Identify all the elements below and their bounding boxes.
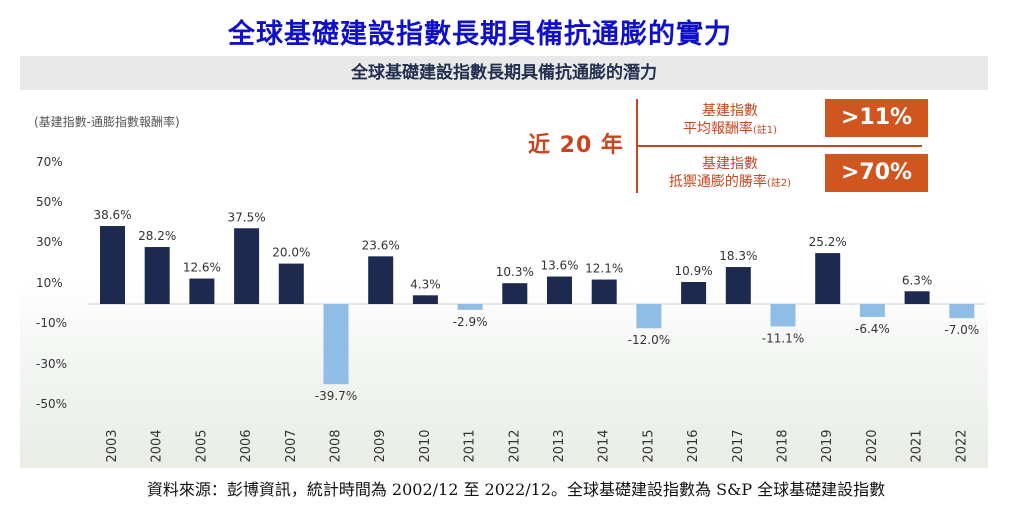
bar-2009 — [368, 256, 394, 304]
data-label-2013: 13.6% — [540, 259, 578, 273]
bar-2004 — [144, 247, 170, 304]
x-tick-label-2011: 2011 — [463, 429, 478, 462]
x-tick-label-2010: 2010 — [418, 429, 433, 462]
data-label-2012: 10.3% — [496, 265, 534, 279]
note1-mark: (註1) — [752, 125, 778, 136]
note2-line2: 抵禦通膨的勝率(註2) — [645, 173, 815, 193]
data-label-2008: -39.7% — [315, 389, 357, 403]
bar-2011 — [457, 304, 483, 310]
bar-2018 — [770, 304, 796, 327]
y-tick-label: 70% — [36, 154, 63, 169]
callout-note-win-rate: 基建指數 抵禦通膨的勝率(註2) — [645, 155, 815, 193]
data-label-2004: 28.2% — [138, 229, 176, 243]
x-tick-label-2013: 2013 — [552, 429, 567, 462]
x-tick-label-2019: 2019 — [820, 429, 835, 462]
x-tick-label-2017: 2017 — [731, 429, 746, 462]
data-label-2018: -11.1% — [762, 331, 804, 345]
bar-2008 — [323, 304, 349, 385]
chart-subtitle: 全球基礎建設指數長期具備抗通膨的潛力 — [351, 63, 657, 83]
data-label-2016: 10.9% — [675, 264, 713, 278]
data-label-2015: -12.0% — [628, 333, 670, 347]
data-label-2009: 23.6% — [362, 238, 400, 252]
y-tick-label: -50% — [36, 397, 68, 411]
callout-note-average-return: 基建指數 平均報酬率(註1) — [645, 102, 815, 140]
bar-2012 — [502, 283, 528, 304]
x-tick-label-2014: 2014 — [597, 429, 612, 462]
y-tick-label: 30% — [36, 235, 63, 250]
x-tick-label-2004: 2004 — [150, 429, 165, 462]
y-tick-label: 10% — [36, 275, 63, 290]
note2-text: 抵禦通膨的勝率 — [668, 174, 767, 190]
note1-line2: 平均報酬率(註1) — [645, 120, 815, 140]
bar-2006 — [234, 228, 260, 304]
bar-2007 — [278, 263, 304, 304]
note2-line1: 基建指數 — [702, 156, 758, 172]
callout-period: 近 20 年 — [528, 133, 624, 158]
bar-2022 — [949, 304, 975, 319]
bar-2015 — [636, 304, 662, 329]
data-label-2014: 12.1% — [585, 262, 623, 276]
x-tick-label-2016: 2016 — [686, 429, 701, 462]
y-tick-label: -10% — [36, 316, 68, 331]
bar-2005 — [189, 278, 215, 304]
x-tick-label-2021: 2021 — [910, 429, 925, 462]
note1-line1: 基建指數 — [702, 103, 758, 119]
data-label-2007: 20.0% — [272, 246, 310, 260]
data-label-2011: -2.9% — [453, 315, 488, 329]
average-return-badge: >11% — [825, 99, 928, 137]
bar-2013 — [547, 276, 572, 304]
x-tick-label-2018: 2018 — [776, 429, 791, 462]
y-axis-label: (基建指數-通膨指數報酬率) — [34, 115, 180, 129]
x-tick-label-2008: 2008 — [329, 429, 344, 462]
x-tick-label-2006: 2006 — [239, 429, 254, 462]
data-label-2005: 12.6% — [183, 261, 221, 275]
data-label-2017: 18.3% — [719, 249, 757, 263]
x-tick-label-2012: 2012 — [507, 429, 522, 462]
y-tick-label: -30% — [36, 356, 68, 371]
data-label-2019: 25.2% — [809, 235, 847, 249]
note1-text: 平均報酬率 — [682, 121, 753, 137]
data-label-2022: -7.0% — [944, 323, 979, 337]
y-tick-label: 50% — [36, 195, 63, 209]
bar-2019 — [815, 253, 841, 304]
bar-2021 — [904, 291, 930, 304]
data-label-2021: 6.3% — [902, 273, 933, 287]
x-tick-label-2007: 2007 — [284, 429, 299, 462]
bar-2010 — [412, 295, 438, 304]
bar-2020 — [859, 304, 885, 317]
win-rate-badge: >70% — [825, 154, 928, 192]
subtitle-bar — [20, 56, 988, 90]
bar-2014 — [591, 279, 617, 304]
main-title: 全球基礎建設指數長期具備抗通膨的實力 — [228, 19, 732, 50]
note2-mark: (註2) — [766, 178, 792, 189]
bar-2016 — [681, 281, 707, 304]
x-tick-label-2005: 2005 — [194, 429, 209, 462]
x-tick-label-2022: 2022 — [954, 429, 969, 462]
x-tick-label-2003: 2003 — [105, 429, 120, 462]
x-tick-label-2015: 2015 — [641, 429, 656, 462]
bar-2003 — [100, 226, 125, 304]
x-tick-label-2009: 2009 — [373, 429, 388, 462]
x-tick-label-2020: 2020 — [865, 429, 880, 462]
data-label-2006: 37.5% — [228, 210, 266, 224]
callout-divider-horizontal — [636, 145, 922, 147]
bar-2017 — [725, 267, 751, 304]
data-label-2003: 38.6% — [93, 208, 131, 222]
data-label-2010: 4.3% — [410, 277, 441, 291]
data-label-2020: -6.4% — [855, 322, 890, 336]
source-note: 資料來源：彭博資訊，統計時間為 2002/12 至 2022/12。全球基礎建設… — [146, 480, 886, 499]
